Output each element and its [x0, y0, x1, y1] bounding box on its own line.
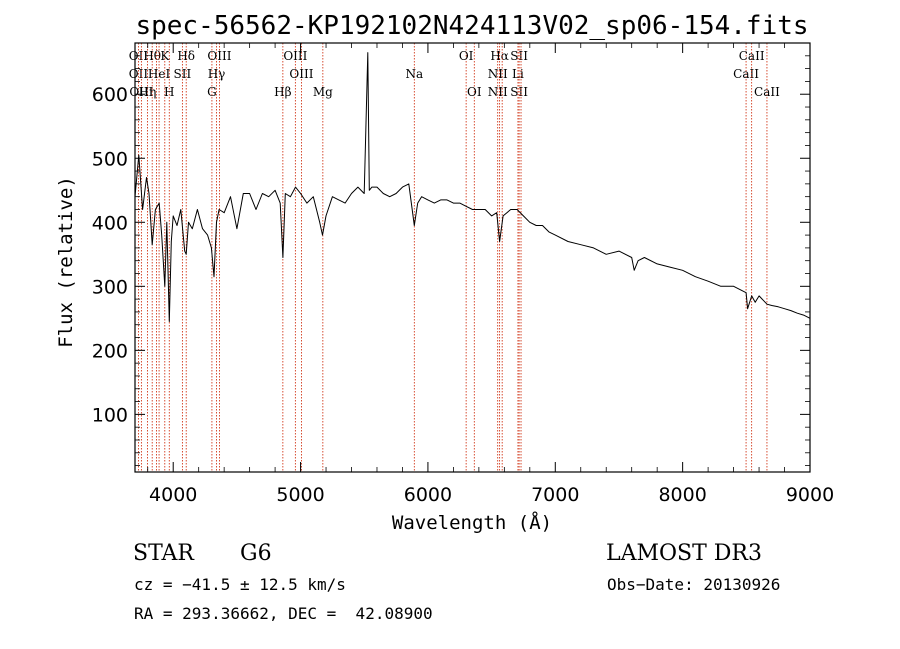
line-marker-label: CaII: [739, 49, 765, 63]
line-marker-label: OI: [459, 49, 474, 63]
line-marker-label: Li: [512, 67, 524, 81]
line-marker-label: OII: [129, 67, 149, 81]
line-marker-label: Hγ: [208, 67, 226, 81]
x-tick-label: 7000: [531, 484, 579, 506]
survey-name: LAMOST DR3: [606, 541, 762, 566]
line-marker-label: HeI: [148, 67, 171, 81]
y-tick-label: 400: [92, 212, 128, 234]
line-marker-label: OI: [467, 85, 482, 99]
line-marker-label: OIII: [283, 49, 307, 63]
y-tick-label: 200: [92, 340, 128, 362]
y-tick-label: 500: [92, 148, 128, 170]
x-tick-label: 9000: [786, 484, 834, 506]
line-marker-label: K: [160, 49, 170, 63]
x-tick-label: 5000: [276, 484, 324, 506]
line-marker-label: OIII: [289, 67, 313, 81]
line-marker-label: NII: [488, 67, 508, 81]
x-axis-label: Wavelength (Å): [392, 511, 552, 534]
x-tick-label: 6000: [404, 484, 452, 506]
y-axis: 100 200 300 400 500 600: [92, 55, 810, 466]
obs-date: Obs−Date: 20130926: [607, 575, 780, 594]
line-marker-label: SII: [510, 85, 528, 99]
x-axis: 4000 5000 6000 7000 8000 9000: [147, 43, 834, 506]
object-subclass: G6: [240, 541, 272, 566]
line-marker-label: OIII: [207, 49, 231, 63]
x-tick-label: 8000: [658, 484, 706, 506]
line-marker-label: CaII: [733, 67, 759, 81]
x-tick-label: 4000: [149, 484, 197, 506]
series-line-spectrum: [134, 52, 811, 322]
chart-title: spec-56562-KP192102N424113V02_sp06-154.f…: [135, 11, 808, 41]
object-class: STAR: [133, 541, 195, 566]
line-marker-label: Hη: [139, 85, 157, 99]
line-marker-label: SII: [174, 67, 192, 81]
line-marker-label: CaII: [754, 85, 780, 99]
line-marker-label: G: [207, 85, 217, 99]
line-marker-label: Hα: [490, 49, 509, 63]
series-layer: [134, 52, 811, 322]
y-tick-label: 100: [92, 404, 128, 426]
line-marker-label: Mg: [313, 85, 333, 99]
y-axis-label: Flux (relative): [55, 176, 77, 348]
line-marker-label: Na: [405, 67, 423, 81]
plot-frame: [134, 42, 811, 473]
line-marker-label: Hβ: [274, 85, 291, 99]
coordinates: RA = 293.36662, DEC = 42.08900: [134, 604, 433, 623]
line-marker-label: NII: [488, 85, 508, 99]
line-markers: OIIOIIOIIIHηHθHeIKHSIIHδGHγOIIIHβOIIIOII…: [129, 43, 780, 472]
y-tick-label: 600: [92, 84, 128, 106]
redshift-readout: cz = −41.5 ± 12.5 km/s: [134, 575, 346, 594]
line-marker-label: H: [164, 85, 174, 99]
line-marker-label: Hθ: [143, 49, 161, 63]
line-marker-label: Hδ: [177, 49, 195, 63]
y-tick-label: 300: [92, 276, 128, 298]
line-marker-label: SII: [510, 49, 528, 63]
